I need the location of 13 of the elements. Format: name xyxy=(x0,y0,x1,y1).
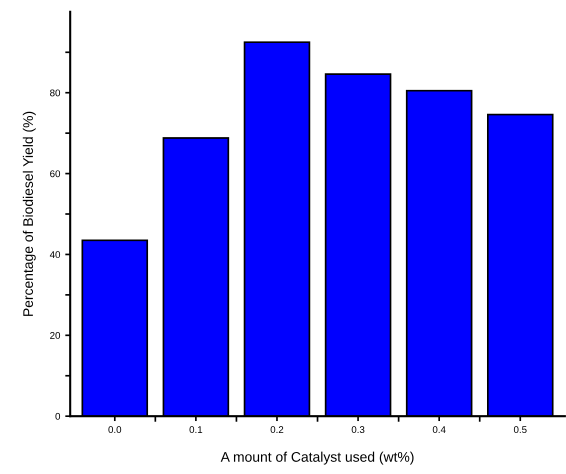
y-axis-title: Percentage of Biodiesel Yield (%) xyxy=(22,112,36,316)
x-tick-label: 0.3 xyxy=(352,426,364,434)
x-axis-title: A mount of Catalyst used (wt%) xyxy=(220,452,414,465)
y-tick-label: 0 xyxy=(55,412,60,420)
x-tick-label: 0.1 xyxy=(190,426,202,434)
y-tick-label: 20 xyxy=(50,332,60,339)
y-tick-label: 40 xyxy=(50,251,60,258)
x-tick-label: 0.5 xyxy=(514,426,527,434)
y-tick-label: 80 xyxy=(50,89,60,96)
y-tick-label: 60 xyxy=(50,170,60,178)
x-tick-label: 0.2 xyxy=(270,426,284,434)
x-tick-label: 0.0 xyxy=(108,426,122,434)
x-tick-label: 0.4 xyxy=(432,426,446,434)
